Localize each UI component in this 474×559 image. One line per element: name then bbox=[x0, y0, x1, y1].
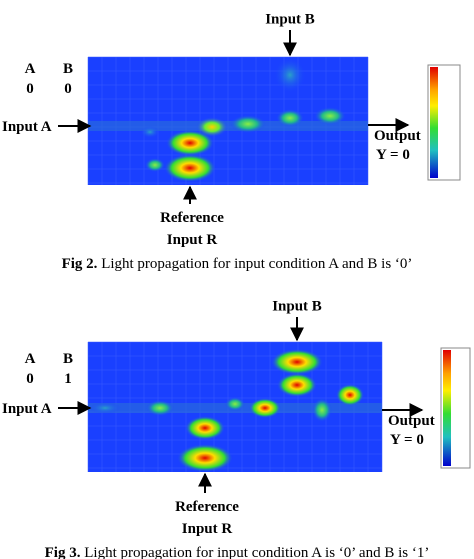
color-bar-scale bbox=[443, 350, 451, 466]
waveguide bbox=[88, 121, 368, 131]
caption-label: Fig 2. bbox=[62, 256, 98, 272]
header-a: A bbox=[25, 351, 36, 367]
reference-input-label: Input R bbox=[182, 521, 233, 537]
reference-label: Reference bbox=[175, 499, 239, 515]
input-a-label: Input A bbox=[2, 119, 52, 135]
figure: Input B A B 0 1 Input A Output Y = 0 Reference In… bbox=[2, 299, 471, 559]
light-spot bbox=[312, 398, 332, 422]
output-value: Y = 0 bbox=[376, 147, 410, 163]
figure: Input B A B 0 0 Input A Output Y = 0 Reference In… bbox=[2, 12, 461, 272]
light-spot bbox=[276, 109, 304, 127]
caption: Fig 3. Light propagation for input condi… bbox=[45, 545, 430, 559]
bit-a: 0 bbox=[26, 81, 34, 97]
caption-text: Light propagation for input condition A … bbox=[97, 256, 412, 272]
light-spot bbox=[166, 130, 214, 156]
light-spot bbox=[230, 115, 266, 133]
input-b-label: Input B bbox=[272, 299, 322, 315]
bit-b: 0 bbox=[64, 81, 72, 97]
light-spot bbox=[185, 416, 225, 440]
light-spot bbox=[146, 400, 174, 416]
color-bar-scale bbox=[430, 67, 438, 178]
output-value: Y = 0 bbox=[390, 432, 424, 448]
light-spot bbox=[274, 57, 306, 93]
light-spot bbox=[164, 154, 216, 182]
light-spot bbox=[277, 373, 317, 397]
light-spot bbox=[145, 158, 165, 172]
reference-input-label: Input R bbox=[167, 232, 218, 248]
bit-b: 1 bbox=[64, 371, 72, 387]
light-spot bbox=[336, 384, 364, 406]
caption: Fig 2. Light propagation for input condi… bbox=[62, 256, 413, 272]
output-label: Output bbox=[388, 413, 435, 429]
light-spot bbox=[225, 397, 245, 411]
bit-a: 0 bbox=[26, 371, 34, 387]
output-label: Output bbox=[374, 128, 421, 144]
light-spot bbox=[249, 398, 281, 418]
header-a: A bbox=[25, 61, 36, 77]
light-spot bbox=[271, 349, 323, 375]
light-spot bbox=[314, 107, 346, 125]
header-b: B bbox=[63, 351, 73, 367]
light-spot bbox=[196, 117, 228, 137]
reference-label: Reference bbox=[160, 210, 224, 226]
input-b-label: Input B bbox=[265, 12, 315, 28]
light-spot bbox=[140, 126, 160, 138]
input-a-label: Input A bbox=[2, 401, 52, 417]
caption-label: Fig 3. bbox=[45, 545, 81, 559]
caption-text: Light propagation for input condition A … bbox=[80, 545, 429, 559]
header-b: B bbox=[63, 61, 73, 77]
light-spot bbox=[89, 402, 121, 414]
light-spot bbox=[177, 444, 233, 472]
